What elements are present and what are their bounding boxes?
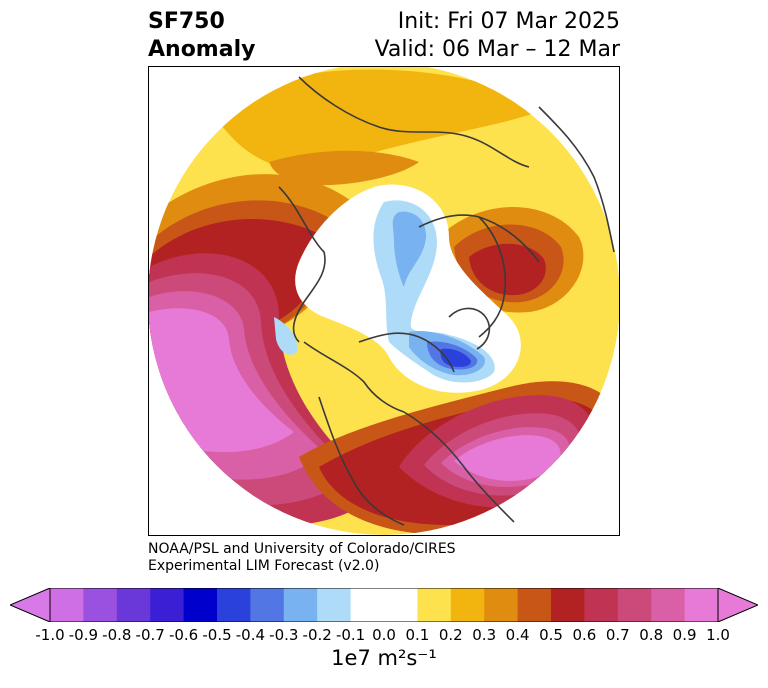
coast-asia [538,106,615,253]
anomaly-field [149,67,619,535]
colorbar-tick-label: 0.6 [572,626,597,644]
coast-north-america-west [318,396,405,526]
colorbar-tick-label: 0.0 [372,626,396,644]
credit-line-2: Experimental LIM Forecast (v2.0) [148,558,380,574]
colorbar-cell [250,588,285,622]
colorbar-tick-label: 0.1 [405,626,430,644]
band-orange-north [269,150,419,186]
colorbar-outline [49,588,719,622]
coast-canada-arctic [358,332,455,373]
anomaly-map [149,67,619,535]
colorbar-tick-label: -0.1 [335,626,366,644]
coastlines [278,76,615,526]
coast-north-america-east [403,411,515,523]
colorbar [10,588,758,622]
credit-text: NOAA/PSL and University of Colorado/CIRE… [148,541,456,575]
colorbar-cell [551,588,585,622]
colorbar-tick-label: -1.0 [35,626,65,644]
colorbar-tick-label: -0.6 [168,626,199,644]
colorbar-cell [183,588,218,622]
colorbar-cells [50,588,719,622]
colorbar-tick-label: 0.2 [438,626,463,644]
colorbar-tick-label: -0.4 [235,626,266,644]
colorbar-unit-label: 1e7 m²s⁻¹ [331,646,437,670]
title-type: Anomaly [148,37,256,62]
colorbar-over-arrow [717,588,758,622]
title-valid-range: Valid: 06 Mar – 12 Mar [374,37,620,62]
colorbar-cell [484,588,519,622]
map-title-left: SF750 Anomaly [148,8,255,64]
colorbar-tick-label: -0.3 [269,626,299,644]
colorbar-tick-label: 0.8 [639,626,664,644]
colorbar-tick-label: 0.7 [605,626,630,644]
colorbar-cell [350,588,385,622]
credit-line-1: NOAA/PSL and University of Colorado/CIRE… [148,541,456,557]
colorbar-tick-label: 1.0 [706,626,730,644]
colorbar-cell [317,588,352,622]
title-variable: SF750 [148,9,225,34]
blue-zone-alaska [274,317,298,355]
colorbar-tick-label: -0.5 [202,626,232,644]
coast-alaska [303,341,405,413]
colorbar-cell [116,588,151,622]
colorbar-cell [517,588,552,622]
colorbar-tick-label: 0.5 [539,626,563,644]
colorbar-under-arrow [10,588,51,622]
colorbar-cell [684,588,719,622]
coast-siberia [298,76,530,168]
colorbar-tick-label: 0.9 [672,626,697,644]
colorbar-cell [83,588,118,622]
colorbar-tick-label: 0.4 [505,626,530,644]
colorbar-cell [651,588,686,622]
colorbar-cell [217,588,251,622]
map-frame [148,66,620,536]
band-yellow-north [209,69,549,170]
colorbar-cell [584,588,619,622]
atlantic-magenta [454,435,561,481]
colorbar-tick-label: -0.8 [102,626,132,644]
colorbar-cell [150,588,185,622]
colorbar-tick-label: -0.7 [135,626,165,644]
blue-zone-core [440,348,471,367]
europe-red [469,243,546,296]
colorbar-cell [50,588,84,622]
title-init-date: Init: Fri 07 Mar 2025 [397,9,620,34]
colorbar-tick-label: 0.3 [472,626,497,644]
colorbar-ticks: -1.0 -0.9 -0.8 -0.7 -0.6 -0.5 -0.4 -0.3 -0.2 -0.1… [0,626,768,644]
colorbar-tick-label: -0.2 [302,626,332,644]
colorbar-tick-label: -0.9 [68,626,99,644]
map-title-right: Init: Fri 07 Mar 2025 Valid: 06 Mar – 12… [375,8,620,64]
pacific-magenta [149,308,294,453]
blue-zone-arctic [392,211,427,287]
colorbar-cell [617,588,652,622]
coast-russia-far-east [278,186,326,343]
colorbar-cell [283,588,318,622]
colorbar-cell [417,588,452,622]
coast-greenland [448,307,491,350]
colorbar-cell [384,588,418,622]
colorbar-cell [450,588,485,622]
